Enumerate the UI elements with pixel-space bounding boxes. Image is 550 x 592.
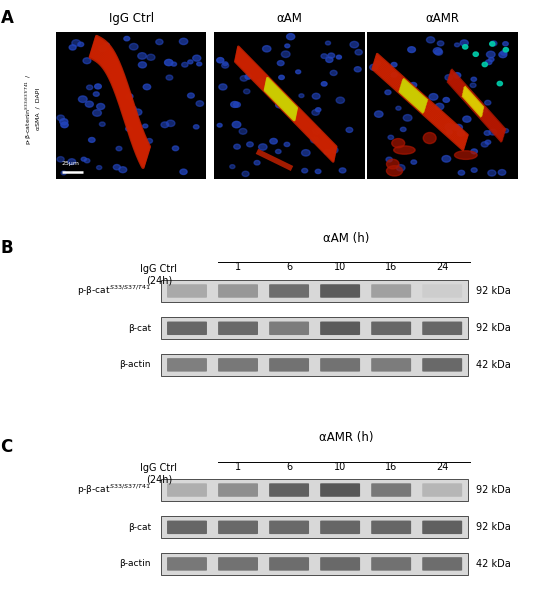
FancyBboxPatch shape xyxy=(371,483,411,497)
FancyBboxPatch shape xyxy=(269,358,309,372)
Text: 10: 10 xyxy=(334,262,346,272)
Text: αAM: αAM xyxy=(277,12,302,25)
FancyBboxPatch shape xyxy=(371,520,411,534)
FancyBboxPatch shape xyxy=(167,358,207,372)
Text: β-actin: β-actin xyxy=(119,361,151,369)
Bar xyxy=(214,32,365,179)
FancyBboxPatch shape xyxy=(371,284,411,298)
Text: p-β-cat$^{S33/S37/T41}$: p-β-cat$^{S33/S37/T41}$ xyxy=(77,483,151,497)
Bar xyxy=(56,32,206,179)
FancyBboxPatch shape xyxy=(269,557,309,571)
Text: 42 kDa: 42 kDa xyxy=(476,559,510,569)
FancyBboxPatch shape xyxy=(269,520,309,534)
FancyBboxPatch shape xyxy=(167,520,207,534)
Text: β-actin: β-actin xyxy=(119,559,151,568)
Bar xyxy=(162,280,468,302)
Text: 16: 16 xyxy=(385,262,397,272)
Text: β-cat: β-cat xyxy=(128,324,151,333)
Text: 1: 1 xyxy=(235,262,241,272)
Text: 6: 6 xyxy=(286,262,292,272)
Text: IgG Ctrl: IgG Ctrl xyxy=(108,12,153,25)
Text: αAMR (h): αAMR (h) xyxy=(319,431,373,444)
FancyBboxPatch shape xyxy=(422,358,462,372)
FancyBboxPatch shape xyxy=(218,358,258,372)
FancyBboxPatch shape xyxy=(167,321,207,335)
FancyBboxPatch shape xyxy=(320,358,360,372)
FancyBboxPatch shape xyxy=(218,321,258,335)
Text: β-cat: β-cat xyxy=(128,523,151,532)
FancyBboxPatch shape xyxy=(422,284,462,298)
FancyBboxPatch shape xyxy=(269,483,309,497)
FancyBboxPatch shape xyxy=(167,557,207,571)
FancyBboxPatch shape xyxy=(371,321,411,335)
Text: B: B xyxy=(1,239,13,258)
Text: 10: 10 xyxy=(334,462,346,472)
FancyBboxPatch shape xyxy=(422,520,462,534)
FancyBboxPatch shape xyxy=(218,284,258,298)
FancyBboxPatch shape xyxy=(269,284,309,298)
Text: A: A xyxy=(1,9,13,27)
Text: 92 kDa: 92 kDa xyxy=(476,522,510,532)
FancyBboxPatch shape xyxy=(422,321,462,335)
Text: αAM (h): αAM (h) xyxy=(323,232,370,245)
FancyBboxPatch shape xyxy=(320,321,360,335)
Bar xyxy=(162,354,468,376)
Text: 1: 1 xyxy=(235,462,241,472)
Text: C: C xyxy=(1,438,13,456)
FancyBboxPatch shape xyxy=(320,284,360,298)
FancyBboxPatch shape xyxy=(218,483,258,497)
Text: 92 kDa: 92 kDa xyxy=(476,323,510,333)
Text: 24: 24 xyxy=(436,262,448,272)
FancyBboxPatch shape xyxy=(320,483,360,497)
Bar xyxy=(367,32,518,179)
FancyBboxPatch shape xyxy=(167,483,207,497)
Text: αAMR: αAMR xyxy=(426,12,460,25)
Text: 6: 6 xyxy=(286,462,292,472)
FancyBboxPatch shape xyxy=(371,557,411,571)
Bar xyxy=(162,516,468,538)
Text: 92 kDa: 92 kDa xyxy=(476,286,510,296)
FancyBboxPatch shape xyxy=(320,557,360,571)
FancyBboxPatch shape xyxy=(422,557,462,571)
FancyBboxPatch shape xyxy=(167,284,207,298)
Text: IgG Ctrl
(24h): IgG Ctrl (24h) xyxy=(140,463,177,484)
FancyBboxPatch shape xyxy=(371,358,411,372)
Text: 92 kDa: 92 kDa xyxy=(476,485,510,495)
Bar xyxy=(162,553,468,575)
Text: p-β-catenin$^{S33/S37/T41}$  /
αSMA  /  DAPI: p-β-catenin$^{S33/S37/T41}$ / αSMA / DAP… xyxy=(24,73,41,145)
FancyBboxPatch shape xyxy=(218,520,258,534)
FancyBboxPatch shape xyxy=(218,557,258,571)
FancyBboxPatch shape xyxy=(320,520,360,534)
Bar xyxy=(162,317,468,339)
Text: 42 kDa: 42 kDa xyxy=(476,360,510,370)
FancyBboxPatch shape xyxy=(422,483,462,497)
Text: IgG Ctrl
(24h): IgG Ctrl (24h) xyxy=(140,264,177,285)
Bar xyxy=(162,479,468,501)
Text: 24: 24 xyxy=(436,462,448,472)
FancyBboxPatch shape xyxy=(269,321,309,335)
Text: p-β-cat$^{S33/S37/T41}$: p-β-cat$^{S33/S37/T41}$ xyxy=(77,284,151,298)
Text: 16: 16 xyxy=(385,462,397,472)
